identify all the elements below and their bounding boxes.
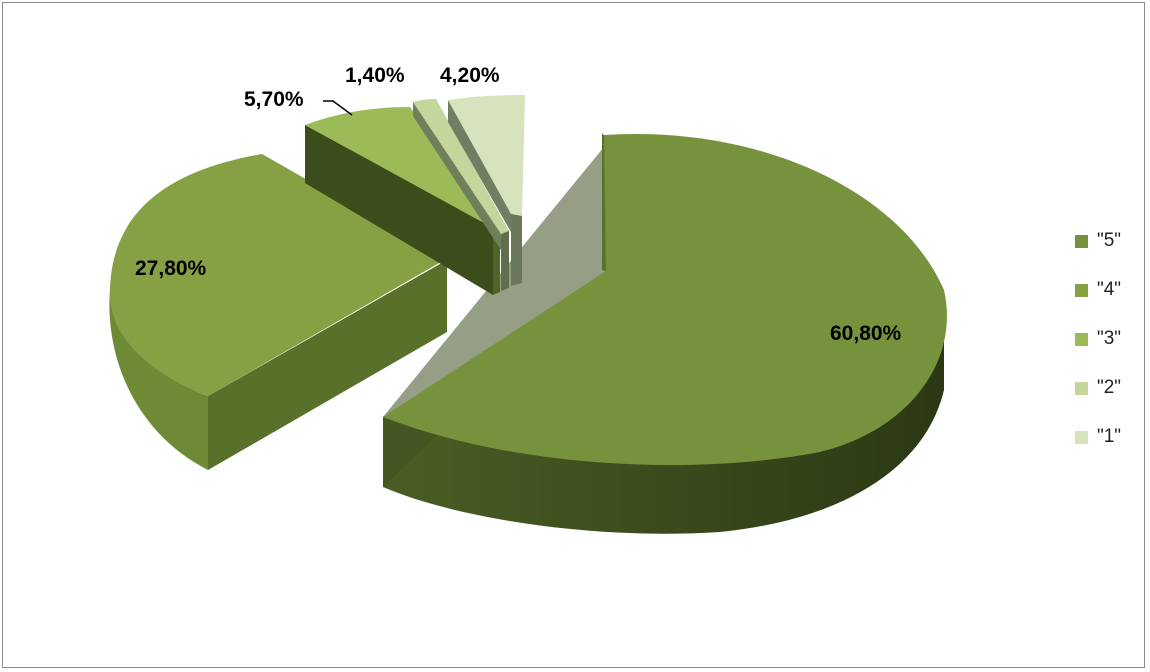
- legend-item-5: "5": [1075, 229, 1121, 253]
- legend-label: "1": [1097, 426, 1122, 447]
- legend-label: "4": [1097, 279, 1122, 300]
- leader-line-3: [323, 100, 353, 116]
- slice-label-5: 60,80%: [830, 322, 902, 345]
- chart-legend: "5" "4" "3" "2" "1": [1075, 229, 1121, 474]
- slice-label-3: 5,70%: [244, 88, 304, 111]
- legend-label: "2": [1097, 377, 1122, 398]
- pie-slice-1: [448, 95, 525, 286]
- legend-item-4: "4": [1075, 278, 1121, 302]
- pie-slice-2: [413, 99, 509, 291]
- legend-swatch: [1075, 430, 1088, 444]
- legend-swatch: [1075, 332, 1088, 346]
- legend-label: "5": [1097, 230, 1122, 251]
- legend-swatch: [1075, 381, 1088, 395]
- legend-item-2: "2": [1075, 376, 1121, 400]
- legend-item-3: "3": [1075, 327, 1121, 351]
- slice-label-4: 27,80%: [135, 257, 207, 280]
- legend-swatch: [1075, 283, 1088, 297]
- pie-slice-5: [383, 133, 947, 534]
- slice-label-2: 1,40%: [345, 64, 405, 87]
- slice-label-1: 4,20%: [440, 64, 500, 87]
- legend-label: "3": [1097, 328, 1122, 349]
- legend-item-1: "1": [1075, 425, 1121, 449]
- legend-swatch: [1075, 234, 1088, 248]
